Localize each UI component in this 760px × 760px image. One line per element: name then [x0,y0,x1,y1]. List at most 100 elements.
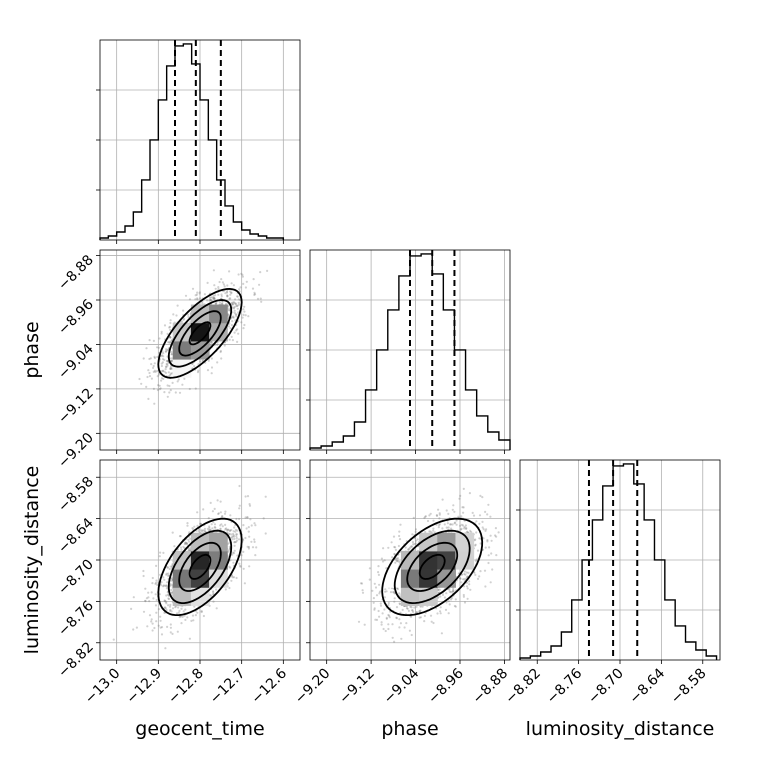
sample-point [165,602,168,605]
sample-point [189,547,192,550]
x-tick-label: −8.76 [544,665,586,707]
sample-point [162,352,165,355]
sample-point [236,304,239,307]
sample-point [165,594,168,597]
sample-point [226,294,229,298]
sample-point [202,614,205,618]
sample-point [159,387,162,390]
sample-point [146,375,149,379]
sample-point [361,589,364,592]
sample-point [359,582,363,585]
sample-point [232,307,236,310]
sample-point [490,539,493,542]
sample-point [160,332,163,335]
sample-point [486,540,489,543]
sample-point [380,621,383,624]
sample-point [253,293,257,296]
sample-point [168,391,171,394]
sample-point [357,620,361,623]
sample-point [459,577,462,580]
sample-point [435,514,439,518]
sample-point [227,528,230,531]
sample-point [219,524,222,527]
sample-point [473,571,476,574]
sample-point [411,609,414,612]
sample-point [148,339,151,342]
sample-point [161,369,165,372]
sample-point [454,598,457,601]
sample-point [144,600,147,603]
sample-point [164,606,167,609]
sample-point [232,306,235,309]
sample-point [188,298,192,301]
sample-point [487,554,490,557]
histogram-geocent_time [99,43,285,240]
sample-point [451,508,454,511]
sample-point [208,528,211,532]
sample-point [227,309,231,312]
sample-point [167,572,170,575]
sample-point [161,354,164,357]
contour-2-sigma [157,517,243,616]
sample-point [169,319,172,322]
sample-point [170,579,173,582]
sample-point [378,592,381,595]
sample-point [169,367,173,370]
sample-point [231,316,234,319]
sample-point [484,546,487,549]
sample-point [468,492,471,495]
sample-point [253,538,256,541]
sample-point [163,324,167,327]
sample-point [228,529,231,532]
sample-point [213,297,216,300]
sample-point [448,590,451,593]
sample-point [415,611,418,614]
sample-point [200,610,203,614]
sample-point [475,531,478,534]
sample-point [489,581,492,584]
sample-point [175,612,178,615]
sample-point [212,590,215,593]
sample-point [414,528,418,531]
sample-point [229,514,232,517]
sample-point [167,597,170,600]
sample-point [170,353,173,356]
sample-point [233,331,236,334]
sample-point [418,610,421,613]
x-tick-label: −8.64 [627,665,669,707]
sample-point [398,530,401,533]
sample-point [169,366,172,369]
sample-point [363,623,366,626]
sample-point [248,503,251,506]
sample-point [200,530,204,533]
sample-point [179,546,183,549]
sample-point [236,554,239,557]
sample-point [372,597,375,600]
sample-point [234,313,237,316]
sample-point [236,307,239,310]
sample-point [170,372,174,375]
y-tick-label: −8.76 [55,598,97,640]
sample-point [176,380,179,383]
sample-point [251,546,255,549]
sample-point [441,498,444,501]
sample-point [399,523,402,526]
sample-point [204,530,207,533]
sample-point [218,280,221,284]
sample-point [164,368,167,371]
sample-point [220,293,223,296]
sample-point [466,597,469,600]
sample-point [411,609,414,612]
sample-point [198,297,202,300]
sample-point [453,604,456,608]
sample-point [251,287,255,290]
scatter-panel-phase-vs-luminosity_distance: −9.20 −9.12 −9.04 −8.96 −8.88 [292,459,511,707]
sample-point [248,504,252,507]
sample-point [391,556,394,559]
contour-1-sigma [178,310,222,357]
sample-point [453,510,456,513]
sample-point [451,590,454,593]
sample-point [163,391,166,394]
sample-point [179,615,182,618]
sample-point [210,523,213,526]
